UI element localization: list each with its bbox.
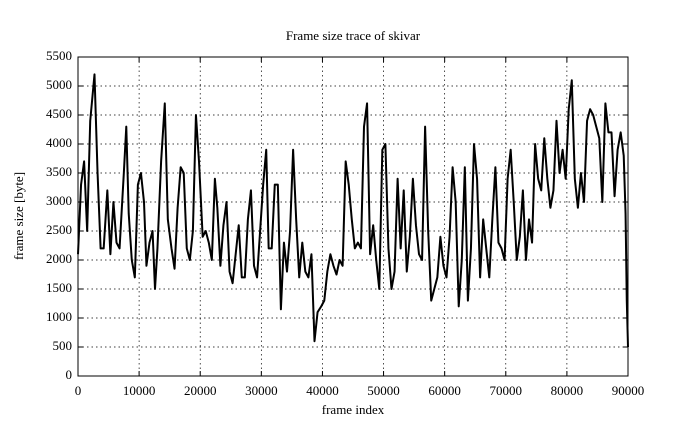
x-tick-label: 10000 bbox=[123, 383, 156, 398]
x-tick-label: 50000 bbox=[367, 383, 400, 398]
data-line bbox=[77, 73, 629, 348]
plot-frame bbox=[77, 56, 629, 377]
y-tick-label: 3500 bbox=[46, 164, 72, 179]
x-tick-label: 80000 bbox=[551, 383, 584, 398]
y-tick-label: 2500 bbox=[46, 222, 72, 237]
y-tick-label: 5000 bbox=[46, 77, 72, 92]
x-tick-label: 70000 bbox=[490, 383, 523, 398]
x-tick-label: 0 bbox=[75, 383, 82, 398]
y-tick-label: 500 bbox=[53, 338, 73, 353]
x-tick-label: 30000 bbox=[245, 383, 278, 398]
y-tick-label: 2000 bbox=[46, 251, 72, 266]
chart-title: Frame size trace of skivar bbox=[286, 28, 421, 43]
x-tick-label: 20000 bbox=[184, 383, 217, 398]
y-tick-label: 3000 bbox=[46, 193, 72, 208]
y-tick-label: 1500 bbox=[46, 280, 72, 295]
x-tick-label: 90000 bbox=[612, 383, 645, 398]
x-tick-label: 40000 bbox=[306, 383, 339, 398]
y-tick-label: 1000 bbox=[46, 309, 72, 324]
x-axis-label: frame index bbox=[322, 402, 385, 417]
x-tick-label: 60000 bbox=[428, 383, 461, 398]
y-tick-label: 5500 bbox=[46, 48, 72, 63]
y-axis-label: frame size [byte] bbox=[11, 172, 26, 260]
y-tick-label: 0 bbox=[66, 367, 73, 382]
y-tick-label: 4500 bbox=[46, 106, 72, 121]
y-tick-label: 4000 bbox=[46, 135, 72, 150]
